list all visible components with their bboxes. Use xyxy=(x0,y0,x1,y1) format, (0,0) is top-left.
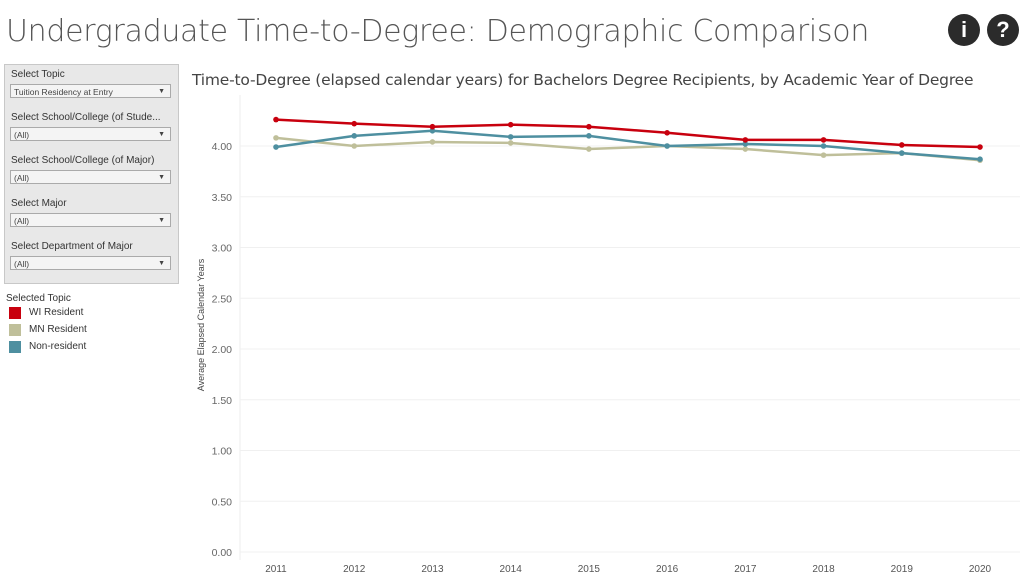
y-tick-label: 4.00 xyxy=(212,141,233,153)
school-major-select[interactable]: (All) ▼ xyxy=(10,170,171,184)
x-tick-label: 2018 xyxy=(812,564,835,575)
school-student-select[interactable]: (All) ▼ xyxy=(10,127,171,141)
major-select[interactable]: (All) ▼ xyxy=(10,213,171,227)
y-tick-label: 0.50 xyxy=(212,496,233,508)
x-tick-label: 2017 xyxy=(734,564,757,575)
data-point xyxy=(586,133,592,139)
select-value: (All) xyxy=(14,173,30,183)
chevron-down-icon: ▼ xyxy=(158,174,165,181)
data-point xyxy=(898,150,905,156)
data-point xyxy=(664,130,670,136)
y-tick-label: 3.50 xyxy=(212,192,233,204)
filter-panel: Select Topic Tuition Residency at Entry ▼… xyxy=(4,64,179,284)
data-point xyxy=(351,120,358,127)
data-point xyxy=(507,140,514,146)
x-tick-label: 2019 xyxy=(891,564,914,575)
x-tick-label: 2015 xyxy=(578,564,601,575)
legend-label: WI Resident xyxy=(29,307,84,318)
data-point xyxy=(507,134,514,140)
legend-label: MN Resident xyxy=(29,324,87,335)
y-tick-label: 2.50 xyxy=(212,293,233,305)
x-tick-label: 2016 xyxy=(656,564,679,575)
chart-title: Time-to-Degree (elapsed calendar years) … xyxy=(192,71,974,89)
data-point xyxy=(273,116,279,123)
filter-label: Select Department of Major xyxy=(11,241,133,252)
y-tick-label: 0.00 xyxy=(212,547,233,559)
y-tick-label: 1.50 xyxy=(212,395,233,407)
filter-label: Select School/College (of Stude... xyxy=(11,112,161,123)
y-tick-label: 2.00 xyxy=(212,344,233,356)
data-point xyxy=(273,135,279,141)
chevron-down-icon: ▼ xyxy=(158,88,165,95)
x-tick-label: 2014 xyxy=(500,564,523,575)
filter-label: Select School/College (of Major) xyxy=(11,155,155,166)
chevron-down-icon: ▼ xyxy=(158,260,165,267)
data-point xyxy=(898,142,905,148)
filter-label: Select Topic xyxy=(11,69,65,80)
series-line-mn-resident xyxy=(275,136,981,162)
select-value: (All) xyxy=(14,259,30,269)
select-value: Tuition Residency at Entry xyxy=(14,87,113,97)
x-tick-label: 2011 xyxy=(265,564,287,575)
data-point xyxy=(820,152,827,158)
x-tick-label: 2013 xyxy=(421,564,444,575)
legend-item-wi[interactable]: WI Resident xyxy=(9,304,87,321)
series-line-non-resident xyxy=(275,129,981,161)
topic-select[interactable]: Tuition Residency at Entry ▼ xyxy=(10,84,171,98)
legend-swatch xyxy=(9,340,21,353)
x-tick-label: 2020 xyxy=(969,564,992,575)
department-select[interactable]: (All) ▼ xyxy=(10,256,171,270)
data-point xyxy=(429,139,436,145)
legend-item-mn[interactable]: MN Resident xyxy=(9,321,87,338)
info-icon[interactable]: i xyxy=(948,14,980,46)
data-point xyxy=(351,143,358,149)
data-point xyxy=(429,123,436,130)
data-point xyxy=(977,144,983,150)
chevron-down-icon: ▼ xyxy=(158,131,165,138)
legend-swatch xyxy=(9,306,21,319)
chevron-down-icon: ▼ xyxy=(158,217,165,224)
legend-label: Non-resident xyxy=(29,341,87,352)
data-point xyxy=(664,143,670,149)
data-point xyxy=(429,127,436,134)
legend: Selected Topic WI Resident MN Resident N… xyxy=(6,293,87,355)
data-point xyxy=(820,137,827,143)
y-tick-label: 1.00 xyxy=(212,446,233,458)
help-icon[interactable]: ? xyxy=(987,14,1019,46)
filter-label: Select Major xyxy=(11,198,67,209)
data-point xyxy=(507,121,514,128)
y-axis-label: Average Elapsed Calendar Years xyxy=(196,258,206,391)
data-point xyxy=(351,133,358,139)
data-point xyxy=(742,141,749,147)
legend-swatch xyxy=(9,323,21,336)
legend-item-nonres[interactable]: Non-resident xyxy=(9,338,87,355)
series-line-wi-resident xyxy=(275,118,981,149)
data-point xyxy=(742,137,749,143)
page-title: Undergraduate Time-to-Degree: Demographi… xyxy=(6,14,870,49)
data-point xyxy=(977,156,983,162)
y-tick-label: 3.00 xyxy=(212,243,233,255)
select-value: (All) xyxy=(14,130,30,140)
select-value: (All) xyxy=(14,216,30,226)
legend-title: Selected Topic xyxy=(6,293,71,304)
x-tick-label: 2012 xyxy=(343,564,366,575)
data-point xyxy=(273,144,279,150)
data-point xyxy=(742,146,749,152)
data-point xyxy=(820,143,827,149)
data-point xyxy=(586,123,592,130)
data-point xyxy=(586,146,592,152)
